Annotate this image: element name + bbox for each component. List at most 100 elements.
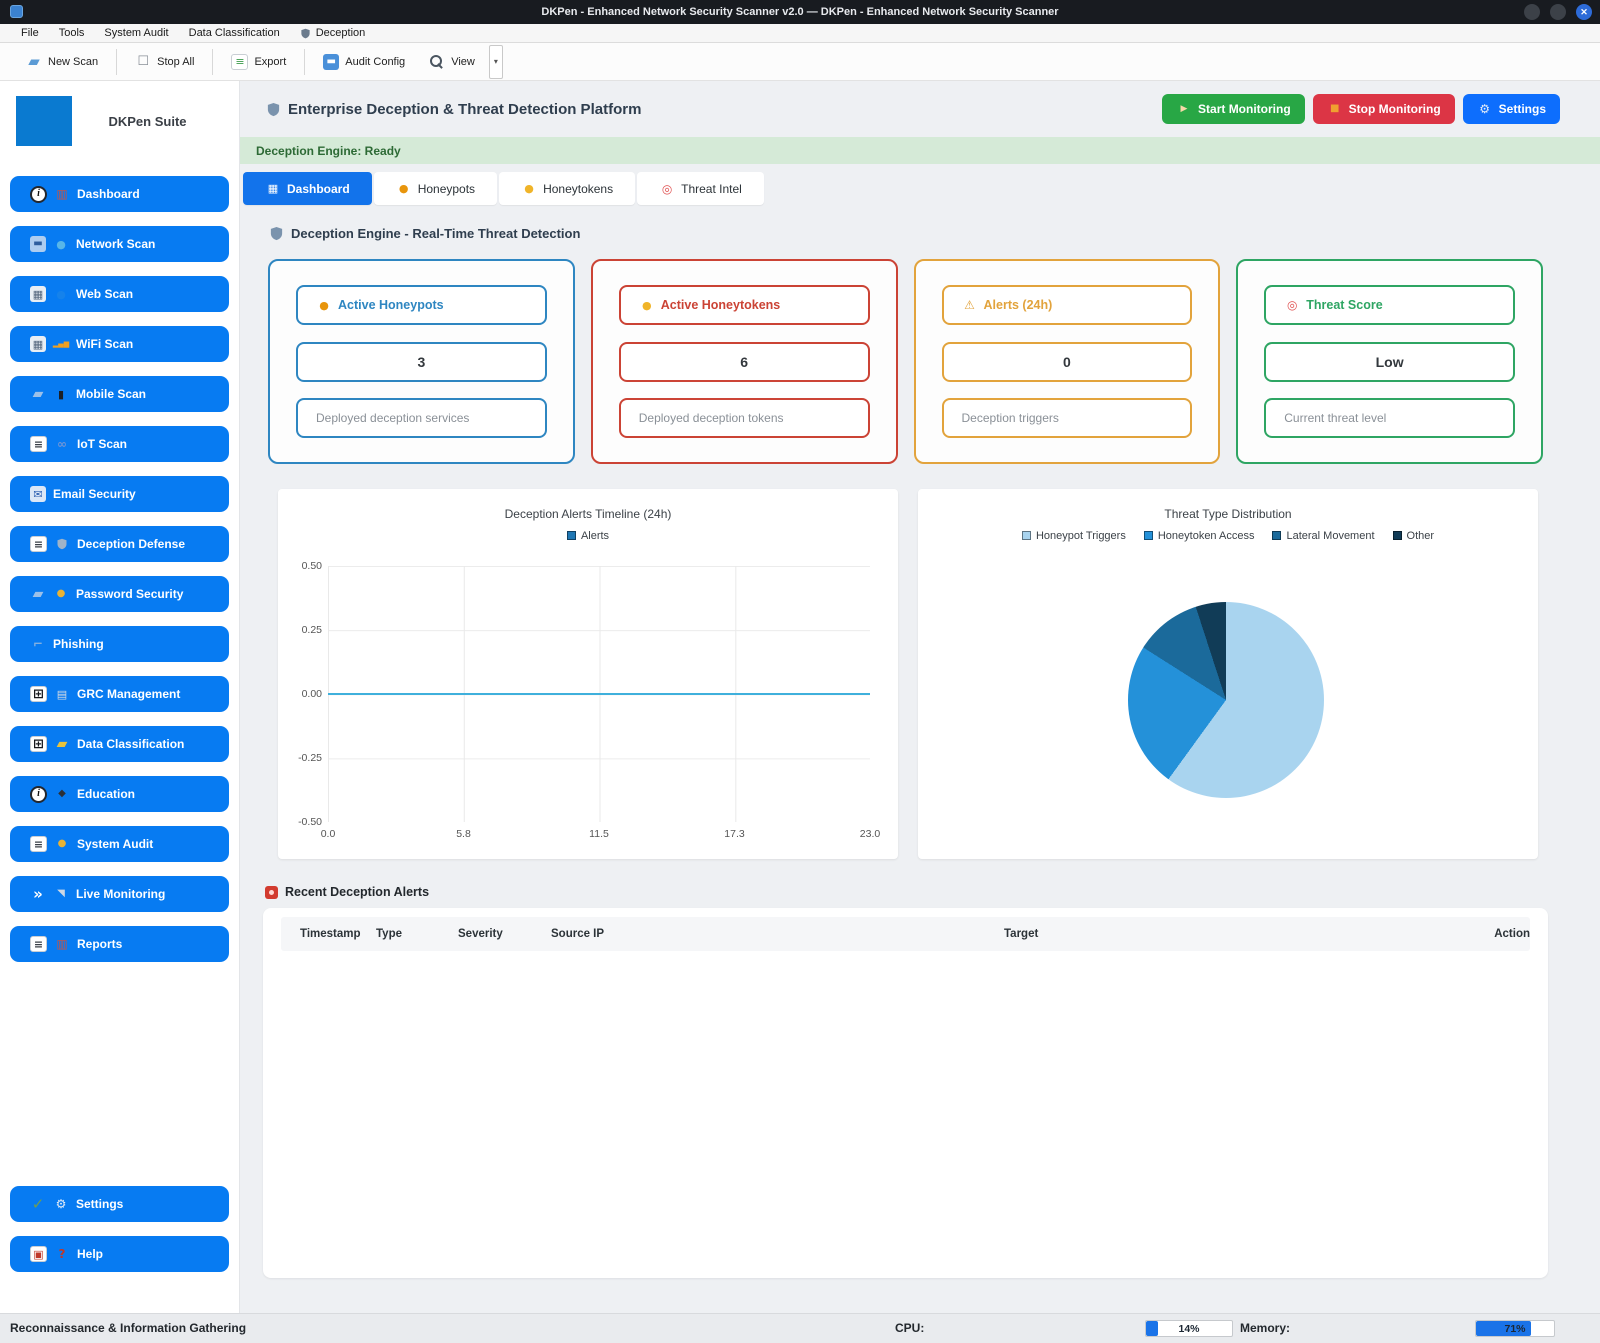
charts-row: Deception Alerts Timeline (24h) Alerts 0…: [278, 489, 1538, 859]
sidebar-item-label: Help: [77, 1247, 104, 1261]
lock-gold-icon: ●: [57, 838, 67, 849]
sidebar-item[interactable]: ▰ ▮ Mobile Scan: [10, 376, 229, 412]
maximize-icon[interactable]: [1550, 4, 1566, 20]
alarm-icon: [265, 885, 278, 899]
view-magnifier-icon: [429, 54, 445, 70]
sidebar-item[interactable]: ✉ Email Security: [10, 476, 229, 512]
close-icon[interactable]: ✕: [1576, 4, 1592, 20]
new-scan-icon: ▰: [28, 52, 40, 70]
sidebar-item[interactable]: ▣ ? Help: [10, 1236, 229, 1272]
toolbar-button[interactable]: ☐ Stop All: [123, 47, 206, 77]
x-axis-labels: 0.0 5.8 11.5 17.3 23.0: [321, 828, 881, 842]
toolbar-button[interactable]: ▰ New Scan: [14, 47, 110, 77]
header-button[interactable]: ⚙ Settings: [1462, 94, 1560, 124]
legend-entry: Lateral Movement: [1272, 530, 1375, 542]
sidebar-item[interactable]: ▦ ▂▄▆ WiFi Scan: [10, 326, 229, 362]
suite-title: DKPen Suite: [108, 113, 187, 129]
legend-entry: Other: [1392, 530, 1434, 542]
sidebar-item[interactable]: ▬ ● Network Scan: [10, 226, 229, 262]
menu-item[interactable]: File: [21, 27, 39, 39]
sidebar-item[interactable]: ▰ ● Password Security: [10, 576, 229, 612]
stat-card-value: 3: [296, 341, 547, 382]
cpu-label: CPU:: [895, 1321, 925, 1335]
sidebar-item-label: Network Scan: [76, 237, 156, 251]
sidebar-item[interactable]: ⊞ ▰ Data Classification: [10, 726, 229, 762]
sidebar-item[interactable]: ⌐ Phishing: [10, 626, 229, 662]
stat-card-value: 6: [618, 341, 870, 382]
honeytoken-key-icon: ●: [524, 182, 534, 195]
status-left-text: Reconnaissance & Information Gathering: [10, 1321, 247, 1335]
chart-legend: Alerts: [278, 530, 898, 542]
tab[interactable]: ◎ Threat Intel: [637, 172, 764, 205]
sidebar-item-label: Email Security: [53, 487, 136, 501]
logo-row: DKPen Suite: [16, 96, 223, 146]
tab[interactable]: ▦ Dashboard: [243, 172, 372, 205]
sidebar-item[interactable]: i ◆ Education: [10, 776, 229, 812]
x-tick-label: 0.0: [320, 828, 336, 840]
alerts-table-header: Timestamp Type Severity Source IP Target…: [281, 917, 1530, 951]
sidebar-item[interactable]: ▦ ● Web Scan: [10, 276, 229, 312]
sidebar-item[interactable]: » ◥ Live Monitoring: [10, 876, 229, 912]
sidebar-item[interactable]: ≡ ● System Audit: [10, 826, 229, 862]
legend-swatch: [1392, 531, 1402, 540]
menu-item[interactable]: Deception: [291, 24, 375, 42]
sidebar-item-label: Data Classification: [77, 737, 185, 751]
menu-item[interactable]: System Audit: [104, 27, 169, 39]
column-header: Action: [1494, 928, 1530, 940]
sidebar-item-label: GRC Management: [77, 687, 181, 701]
sidebar-item-label: Web Scan: [76, 287, 134, 301]
tab[interactable]: ● Honeytokens: [499, 172, 636, 205]
column-header: Timestamp: [300, 928, 361, 940]
toolbar: ▰ New Scan ☐ Stop All ≡ Export ▬ Audit Config Vi…: [0, 43, 1600, 81]
header-button[interactable]: ▶ Start Monitoring: [1162, 94, 1305, 124]
sidebar-item[interactable]: ⊞ ▤ GRC Management: [10, 676, 229, 712]
info-icon: i: [30, 185, 47, 203]
alerts-table: Timestamp Type Severity Source IP Target…: [263, 908, 1548, 1278]
chevrons-icon: »: [33, 884, 43, 903]
header-button[interactable]: ■ Stop Monitoring: [1312, 94, 1455, 124]
sidebar-item[interactable]: ≡ ∞ IoT Scan: [10, 426, 229, 462]
sidebar-item-label: Dashboard: [77, 187, 140, 201]
sidebar-item-label: Deception Defense: [77, 537, 186, 551]
alerts-series-line: [328, 693, 870, 695]
toolbar-button[interactable]: ▬ Audit Config: [311, 47, 417, 77]
sidebar-item[interactable]: ✓ ⚙ Settings: [10, 1186, 229, 1222]
section-title: Deception Engine - Real-Time Threat Dete…: [268, 225, 1600, 241]
shield-menu-icon: [300, 27, 312, 39]
sidebar-nav: i ▥ Dashboard ▬ ● Network Scan ▦ ● Web S…: [0, 176, 239, 976]
sidebar-item[interactable]: i ▥ Dashboard: [10, 176, 229, 212]
document-icon: ≡: [30, 436, 47, 452]
gear-icon: ⚙: [1479, 102, 1491, 116]
sidebar-item-label: Live Monitoring: [76, 887, 166, 901]
suite-logo: [16, 96, 72, 146]
menu-item[interactable]: Tools: [58, 27, 85, 39]
document-icon: ≡: [30, 836, 47, 852]
stat-card: ● Active Honeypots 3 Deployed deception …: [268, 259, 575, 464]
sidebar-item-label: WiFi Scan: [76, 337, 134, 351]
stat-card-description: Deception triggers: [941, 398, 1193, 438]
column-header: Target: [1004, 928, 1039, 940]
sidebar-bottom: ✓ ⚙ Settings ▣ ? Help: [0, 1186, 239, 1286]
view-dropdown-button[interactable]: ▾: [488, 44, 503, 79]
grid-icon: ⊞: [30, 736, 47, 752]
tab[interactable]: ● Honeypots: [373, 172, 498, 205]
alerts-section-title: Recent Deception Alerts: [265, 885, 1600, 899]
threat-distribution-chart: Threat Type Distribution Honeypot Trigge…: [918, 489, 1538, 859]
sidebar-item[interactable]: ≡ Deception Defense: [10, 526, 229, 562]
sidebar-item[interactable]: ≡ ▥ Reports: [10, 926, 229, 962]
legend-swatch: [566, 531, 576, 540]
minimize-icon[interactable]: [1524, 4, 1540, 20]
toolbar-button[interactable]: ≡ Export: [219, 47, 298, 77]
sidebar-item-label: Password Security: [76, 587, 184, 601]
legend-swatch: [1143, 531, 1153, 540]
window-title: DKPen - Enhanced Network Security Scanne…: [541, 6, 1059, 18]
toolbar-button[interactable]: View: [417, 47, 487, 77]
scanner-icon: ▦: [30, 336, 46, 352]
stat-card-description: Current threat level: [1264, 398, 1515, 438]
main-header: Enterprise Deception & Threat Detection …: [265, 93, 1560, 125]
alerts-timeline-chart: Deception Alerts Timeline (24h) Alerts 0…: [278, 489, 898, 859]
legend-entry: Honeypot Triggers: [1021, 530, 1126, 542]
sidebar-item-label: Settings: [76, 1197, 124, 1211]
menu-item[interactable]: Data Classification: [188, 27, 280, 39]
target-icon: ◎: [661, 181, 673, 196]
